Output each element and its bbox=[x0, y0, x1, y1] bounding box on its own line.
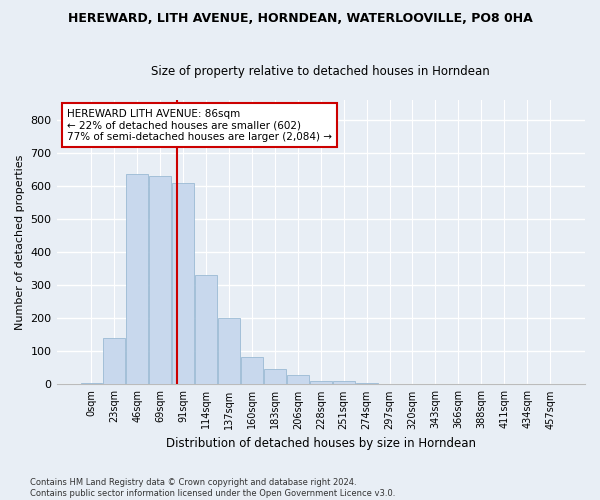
Bar bbox=[310, 381, 332, 384]
Bar bbox=[264, 368, 286, 384]
Text: HEREWARD, LITH AVENUE, HORNDEAN, WATERLOOVILLE, PO8 0HA: HEREWARD, LITH AVENUE, HORNDEAN, WATERLO… bbox=[68, 12, 532, 26]
Y-axis label: Number of detached properties: Number of detached properties bbox=[15, 154, 25, 330]
Bar bbox=[218, 318, 240, 384]
Text: Contains HM Land Registry data © Crown copyright and database right 2024.
Contai: Contains HM Land Registry data © Crown c… bbox=[30, 478, 395, 498]
Bar bbox=[80, 383, 103, 384]
Bar bbox=[195, 276, 217, 384]
Bar bbox=[287, 375, 309, 384]
X-axis label: Distribution of detached houses by size in Horndean: Distribution of detached houses by size … bbox=[166, 437, 476, 450]
Bar bbox=[127, 174, 148, 384]
Bar bbox=[172, 182, 194, 384]
Bar bbox=[241, 357, 263, 384]
Bar bbox=[149, 176, 171, 384]
Bar bbox=[103, 338, 125, 384]
Text: HEREWARD LITH AVENUE: 86sqm
← 22% of detached houses are smaller (602)
77% of se: HEREWARD LITH AVENUE: 86sqm ← 22% of det… bbox=[67, 108, 332, 142]
Title: Size of property relative to detached houses in Horndean: Size of property relative to detached ho… bbox=[151, 65, 490, 78]
Bar bbox=[333, 381, 355, 384]
Bar bbox=[356, 383, 377, 384]
